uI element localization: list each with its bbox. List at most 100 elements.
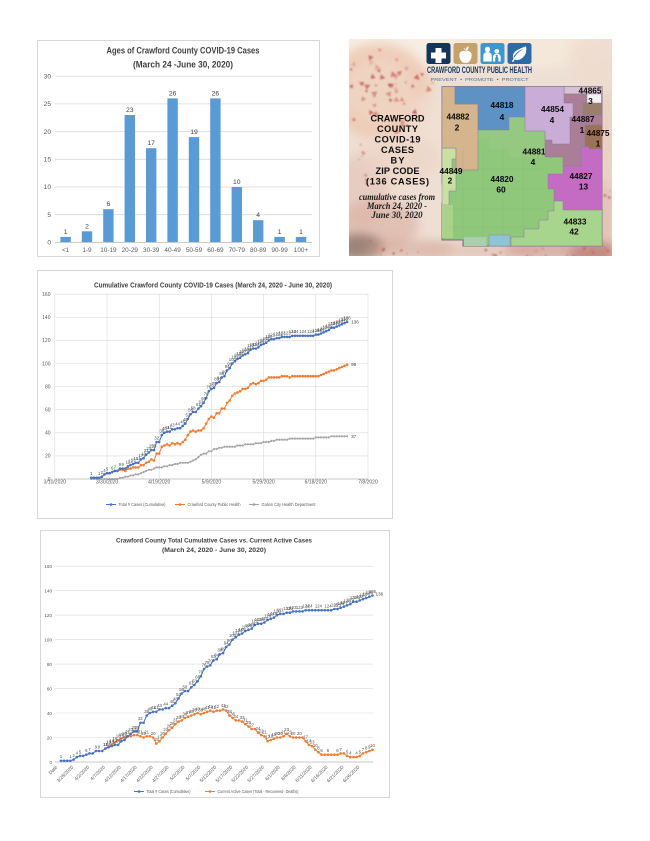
svg-text:40-49: 40-49 xyxy=(164,247,181,254)
svg-text:123: 123 xyxy=(289,605,297,610)
svg-text:Galion City Health Department: Galion City Health Department xyxy=(262,502,317,507)
svg-text:40: 40 xyxy=(45,431,51,437)
svg-text:17: 17 xyxy=(147,140,155,147)
svg-text:63: 63 xyxy=(192,678,197,683)
svg-text:Crawford County Public Health: Crawford County Public Health xyxy=(188,502,241,507)
svg-text:cumulative cases from: cumulative cases from xyxy=(359,193,435,203)
svg-text:89: 89 xyxy=(222,370,227,375)
svg-text:63: 63 xyxy=(199,400,204,405)
svg-text:20-29: 20-29 xyxy=(122,247,139,254)
svg-text:20: 20 xyxy=(45,454,51,460)
svg-text:3/30/2020: 3/30/2020 xyxy=(96,480,118,486)
svg-text:44: 44 xyxy=(163,702,168,707)
svg-text:4/27/2020: 4/27/2020 xyxy=(151,764,171,784)
svg-text:33: 33 xyxy=(176,715,181,720)
svg-text:48: 48 xyxy=(183,417,188,422)
svg-text:124: 124 xyxy=(324,604,332,609)
svg-text:(March 24, 2020 - June 30, 202: (March 24, 2020 - June 30, 2020) xyxy=(162,547,266,554)
svg-text:125: 125 xyxy=(334,602,342,607)
svg-text:10: 10 xyxy=(44,184,52,191)
svg-text:70: 70 xyxy=(204,392,209,397)
svg-text:21: 21 xyxy=(281,730,286,735)
svg-text:BY: BY xyxy=(391,156,405,166)
svg-text:PREVENT • PROMOTE • PROTEC: PREVENT • PROMOTE • PROTECT xyxy=(431,77,529,82)
svg-text:44849: 44849 xyxy=(440,166,463,176)
svg-text:June 30, 2020: June 30, 2020 xyxy=(371,211,423,221)
svg-text:40: 40 xyxy=(202,706,207,711)
svg-text:0: 0 xyxy=(49,760,52,765)
svg-text:94: 94 xyxy=(224,640,229,645)
svg-text:26: 26 xyxy=(169,90,177,97)
svg-text:124: 124 xyxy=(307,329,315,334)
svg-text:83: 83 xyxy=(211,654,216,659)
svg-text:136: 136 xyxy=(369,589,377,594)
svg-text:Total # Cases (Cumulative): Total # Cases (Cumulative) xyxy=(119,502,166,507)
svg-text:58: 58 xyxy=(191,405,196,410)
svg-text:8: 8 xyxy=(365,746,368,751)
svg-text:20: 20 xyxy=(141,731,146,736)
svg-text:20: 20 xyxy=(151,731,156,736)
svg-text:44865: 44865 xyxy=(579,86,602,96)
svg-text:21: 21 xyxy=(262,730,267,735)
svg-text:41: 41 xyxy=(151,705,156,710)
svg-text:43: 43 xyxy=(170,423,175,428)
svg-text:83: 83 xyxy=(214,377,219,382)
svg-text:Ages of Crawford County COVID-: Ages of Crawford County COVID-19 Cases xyxy=(107,46,260,56)
svg-text:4: 4 xyxy=(531,157,536,167)
svg-text:32: 32 xyxy=(154,435,159,440)
svg-text:CASES: CASES xyxy=(381,145,414,155)
svg-text:80: 80 xyxy=(45,384,51,390)
svg-text:123: 123 xyxy=(278,330,286,335)
svg-text:133: 133 xyxy=(359,593,367,598)
svg-text:40: 40 xyxy=(162,426,167,431)
svg-text:104: 104 xyxy=(234,352,242,357)
svg-text:2: 2 xyxy=(455,123,460,133)
svg-text:120: 120 xyxy=(274,609,282,614)
svg-text:117: 117 xyxy=(267,612,274,617)
svg-text:41: 41 xyxy=(167,425,172,430)
svg-text:18: 18 xyxy=(122,733,127,738)
svg-text:1: 1 xyxy=(299,229,303,236)
svg-text:100: 100 xyxy=(229,633,237,638)
svg-text:118: 118 xyxy=(270,611,277,616)
svg-text:99: 99 xyxy=(351,362,357,367)
svg-text:7: 7 xyxy=(88,747,91,752)
svg-text:135: 135 xyxy=(366,590,374,595)
svg-text:21: 21 xyxy=(144,730,149,735)
svg-text:21: 21 xyxy=(138,730,143,735)
svg-text:109: 109 xyxy=(244,347,252,352)
svg-text:66: 66 xyxy=(195,675,200,680)
svg-text:20: 20 xyxy=(122,731,127,736)
svg-text:88: 88 xyxy=(218,648,223,653)
svg-text:129: 129 xyxy=(347,598,355,603)
svg-text:5/29/2020: 5/29/2020 xyxy=(252,480,274,486)
svg-text:80: 80 xyxy=(47,662,53,667)
svg-text:1-9: 1-9 xyxy=(82,247,92,254)
svg-text:128: 128 xyxy=(344,599,352,604)
svg-text:5: 5 xyxy=(106,467,109,472)
svg-text:121: 121 xyxy=(277,607,285,612)
svg-text:43: 43 xyxy=(221,703,226,708)
svg-text:10: 10 xyxy=(233,179,241,186)
svg-text:123: 123 xyxy=(296,605,304,610)
svg-text:136: 136 xyxy=(376,592,384,597)
svg-text:60: 60 xyxy=(496,185,506,195)
svg-text:100: 100 xyxy=(44,637,52,642)
svg-text:41: 41 xyxy=(211,705,216,710)
svg-text:ZIP CODE: ZIP CODE xyxy=(376,166,420,176)
svg-text:11: 11 xyxy=(126,460,131,465)
svg-text:79: 79 xyxy=(212,381,217,386)
svg-text:44854: 44854 xyxy=(541,104,564,114)
svg-text:4/19/2020: 4/19/2020 xyxy=(148,480,170,486)
svg-text:60: 60 xyxy=(47,686,53,691)
svg-text:135: 135 xyxy=(341,317,349,322)
svg-text:39: 39 xyxy=(192,708,197,713)
svg-text:46: 46 xyxy=(180,419,185,424)
svg-text:90-99: 90-99 xyxy=(271,247,288,254)
svg-text:4: 4 xyxy=(355,751,358,756)
svg-text:44818: 44818 xyxy=(491,100,514,110)
svg-text:CRAWFORD: CRAWFORD xyxy=(371,114,425,124)
svg-text:20: 20 xyxy=(278,731,283,736)
svg-text:6/18/2020: 6/18/2020 xyxy=(305,480,327,486)
svg-text:126: 126 xyxy=(337,601,345,606)
